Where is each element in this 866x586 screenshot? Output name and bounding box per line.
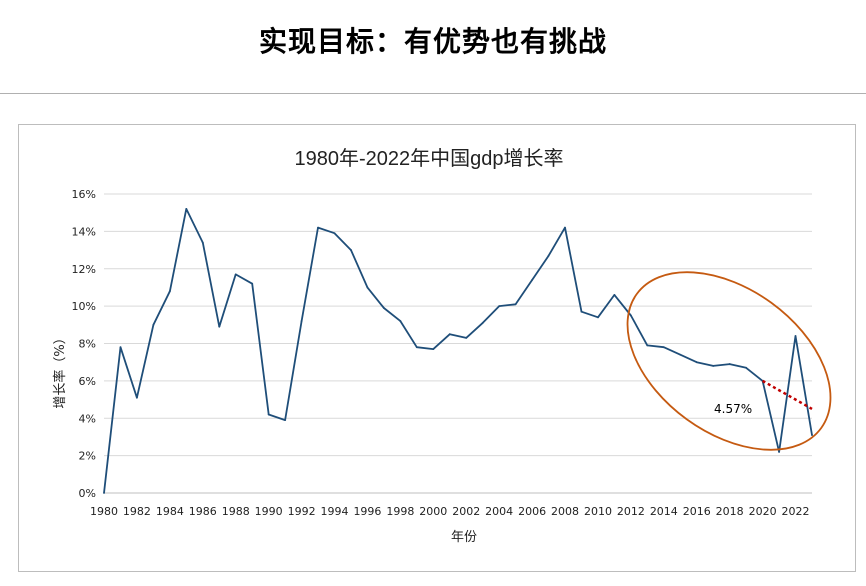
data-point [547, 254, 550, 257]
data-point [778, 450, 780, 453]
x-tick-label: 1982 [123, 505, 151, 518]
x-tick-label: 1980 [90, 505, 118, 518]
highlight-ellipse [626, 271, 832, 451]
data-point [152, 323, 155, 326]
data-point [103, 492, 105, 494]
data-point [333, 232, 336, 235]
data-point [531, 279, 533, 281]
x-tick-label: 2014 [650, 505, 678, 518]
gridlines [104, 193, 812, 494]
data-point [119, 346, 122, 349]
data-point [218, 325, 221, 328]
data-point [662, 346, 665, 349]
data-point [383, 307, 385, 309]
x-tick-label: 2008 [551, 505, 579, 518]
data-point [514, 303, 517, 306]
data-point [745, 366, 748, 369]
data-point [481, 322, 484, 324]
data-point [695, 361, 698, 364]
x-tick-label: 2022 [782, 505, 810, 518]
data-point [185, 208, 188, 210]
data-point [712, 365, 715, 367]
x-tick-label: 2018 [716, 505, 744, 518]
data-point [728, 363, 731, 365]
data-point [234, 273, 237, 276]
data-point [251, 282, 254, 285]
x-tick-label: 1988 [222, 505, 250, 518]
data-point [613, 294, 616, 296]
series-line-gdp-growth [103, 208, 813, 494]
data-point [136, 396, 138, 399]
data-point [168, 290, 171, 293]
series-points [103, 208, 813, 494]
x-tick-label: 1984 [156, 505, 184, 518]
data-point [597, 316, 599, 319]
data-point [794, 335, 797, 337]
x-tick-label: 2020 [749, 505, 777, 518]
chart-frame: 1980年-2022年中国gdp增长率 0% 2% 4% 6% 8% 10% 12% 14% 1… [18, 124, 856, 572]
data-point [350, 249, 352, 251]
y-tick-label: 2% [79, 450, 96, 463]
x-tick-labels: 1980 1982 1984 1986 1988 1990 1992 1994 1996 1998… [90, 505, 810, 518]
data-point [432, 348, 435, 351]
x-tick-label: 2006 [518, 505, 546, 518]
data-point [284, 419, 287, 422]
data-point [201, 241, 204, 244]
slide-title: 实现目标：有优势也有挑战 [258, 25, 607, 58]
data-point [317, 226, 319, 229]
x-tick-label: 1992 [288, 505, 316, 518]
data-point [465, 336, 468, 339]
x-tick-label: 2000 [419, 505, 447, 518]
data-point [267, 413, 270, 416]
y-tick-labels: 0% 2% 4% 6% 8% 10% 12% 14% 16% [72, 188, 96, 500]
x-tick-label: 1998 [386, 505, 414, 518]
x-tick-label: 2004 [485, 505, 513, 518]
data-point [366, 286, 369, 289]
x-tick-label: 1990 [255, 505, 283, 518]
y-tick-label: 8% [79, 338, 96, 351]
data-point [580, 310, 583, 313]
x-tick-label: 2002 [452, 505, 480, 518]
data-point [629, 314, 632, 317]
data-point [498, 305, 501, 308]
gdp-growth-chart: 1980年-2022年中国gdp增长率 0% 2% 4% 6% 8% 10% 12% 14% 1… [52, 147, 832, 545]
y-tick-label: 16% [72, 188, 96, 201]
y-tick-label: 14% [72, 225, 96, 238]
data-point [300, 320, 303, 322]
x-tick-label: 2012 [617, 505, 645, 518]
data-point [646, 344, 649, 347]
data-point [448, 333, 451, 336]
y-tick-label: 12% [72, 263, 96, 276]
x-tick-label: 2016 [683, 505, 711, 518]
y-tick-label: 4% [79, 412, 96, 425]
x-tick-label: 1996 [353, 505, 381, 518]
x-tick-label: 1986 [189, 505, 217, 518]
y-tick-label: 0% [79, 487, 96, 500]
x-axis-label: 年份 [451, 530, 477, 545]
y-tick-label: 10% [72, 300, 96, 313]
data-point [811, 434, 813, 436]
data-point [679, 353, 682, 356]
x-tick-label: 1994 [321, 505, 349, 518]
chart-title: 1980年-2022年中国gdp增长率 [294, 147, 563, 170]
y-tick-label: 6% [79, 375, 96, 388]
data-point [399, 320, 402, 322]
data-point [564, 226, 566, 229]
annotation-label: 4.57% [714, 402, 752, 416]
data-point [415, 346, 418, 349]
x-tick-label: 2010 [584, 505, 612, 518]
y-axis-label: 增长率（%） [52, 331, 68, 408]
title-divider [0, 93, 866, 94]
